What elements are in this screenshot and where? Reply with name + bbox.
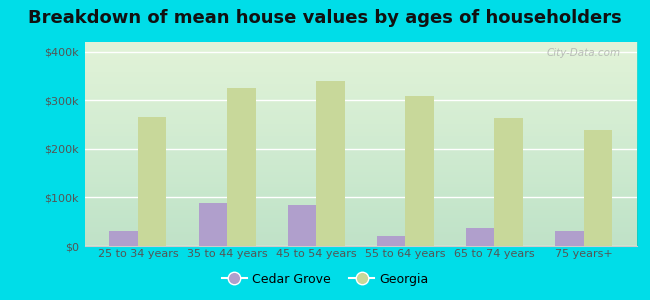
Bar bbox=[109, 231, 138, 246]
Bar bbox=[466, 227, 495, 246]
Bar bbox=[377, 236, 406, 246]
Bar bbox=[138, 117, 166, 246]
Bar bbox=[406, 96, 434, 246]
Text: City-Data.com: City-Data.com bbox=[546, 48, 620, 58]
Bar bbox=[198, 203, 227, 246]
Bar bbox=[584, 130, 612, 246]
Bar bbox=[227, 88, 255, 246]
Bar bbox=[555, 231, 584, 246]
Bar bbox=[316, 81, 344, 246]
Text: Breakdown of mean house values by ages of householders: Breakdown of mean house values by ages o… bbox=[28, 9, 622, 27]
Bar bbox=[495, 118, 523, 246]
Legend: Cedar Grove, Georgia: Cedar Grove, Georgia bbox=[216, 268, 434, 291]
Bar bbox=[288, 205, 316, 246]
